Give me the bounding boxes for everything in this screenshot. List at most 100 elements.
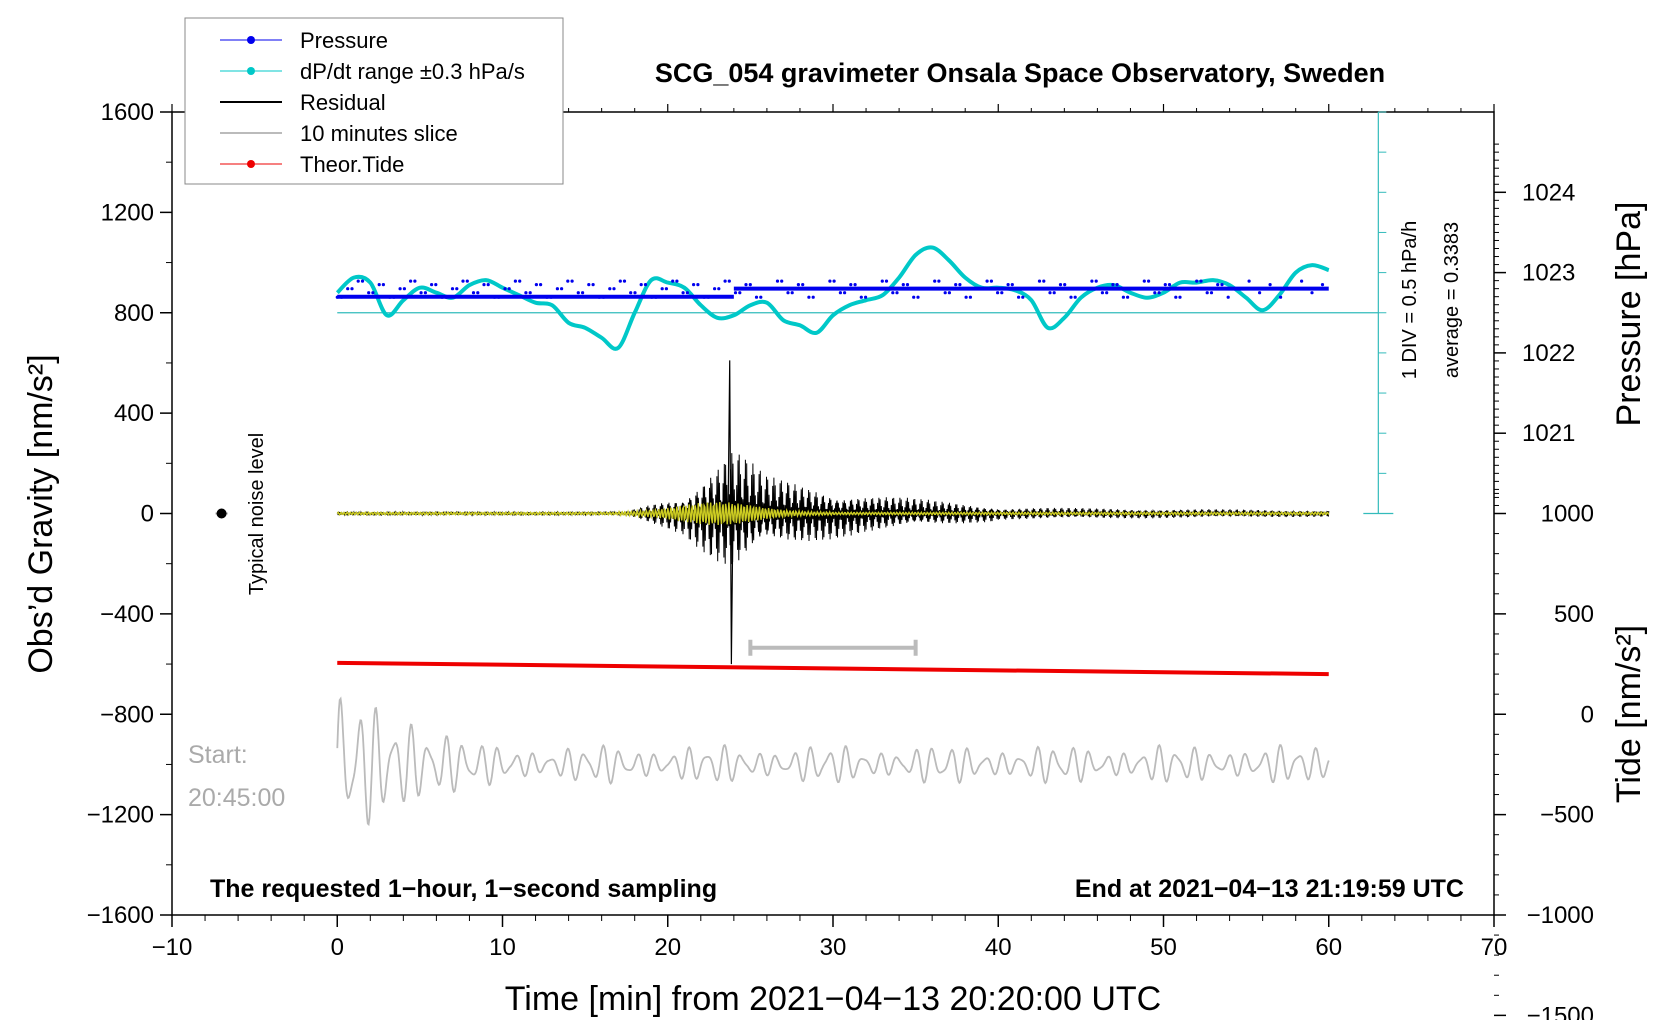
pressure-sample-dot — [1188, 287, 1193, 291]
pressure-sample-dot — [346, 287, 350, 291]
pressure-sample-dot — [555, 287, 560, 291]
pressure-sample-dot — [817, 287, 822, 291]
pressure-sample-dot — [1100, 291, 1104, 295]
pressure-sample-dot — [622, 279, 627, 283]
pressure-sample-dot — [371, 291, 375, 295]
pressure-sample-dot — [633, 291, 637, 295]
pressure-sample-dot — [1000, 291, 1004, 295]
pressure-sample-dot — [895, 291, 899, 295]
pressure-sample-dot — [409, 279, 413, 283]
pressure-sample-dot — [1310, 291, 1314, 295]
slice-series — [336, 696, 1330, 827]
pressure-sample-dot — [423, 291, 427, 295]
pressure-sample-dot — [811, 295, 815, 299]
pressure-sample-dot — [1209, 291, 1214, 295]
pressure-sample-dot — [1090, 279, 1094, 283]
pressure-sample-dot — [476, 291, 480, 295]
pressure-tick-label: 1022 — [1522, 340, 1575, 367]
legend-label-dpdt: dP/dt range ±0.3 hPa/s — [300, 59, 525, 84]
pressure-sample-dot — [828, 279, 832, 283]
y-tick-label: −400 — [100, 601, 154, 628]
legend-label-residual: Residual — [300, 90, 386, 115]
pressure-sample-dot — [759, 295, 763, 299]
pressure-sample-dot — [587, 283, 591, 287]
y-tick-label: −1600 — [87, 902, 154, 929]
pressure-sample-dot — [1205, 291, 1209, 295]
y-tick-label: 0 — [141, 501, 154, 528]
pressure-sample-dot — [1258, 291, 1262, 295]
pressure-sample-dot — [1073, 295, 1077, 299]
pressure-sample-dot — [450, 287, 455, 291]
pressure-sample-dot — [639, 283, 643, 287]
y-tick-label: 1200 — [101, 199, 154, 226]
pressure-sample-dot — [1126, 295, 1130, 299]
pressure-sample-dot — [377, 283, 381, 287]
pressure-sample-dot — [444, 295, 448, 299]
pressure-sample-dot — [838, 291, 843, 295]
pressure-sample-dot — [807, 295, 811, 299]
x-axis-ticks: −10 0 10 20 30 40 50 60 70 — [152, 104, 1507, 961]
pressure-sample-dot — [434, 283, 438, 287]
pressure-sample-dot — [1037, 279, 1042, 283]
pressure-sample-dot — [513, 279, 518, 283]
pressure-sample-dot — [723, 279, 727, 283]
pressure-sample-dot — [664, 287, 669, 291]
pressure-sample-dot — [503, 287, 507, 291]
y-tick-label: 400 — [114, 400, 154, 427]
pressure-sample-dot — [1017, 295, 1021, 299]
pressure-sample-dot — [549, 295, 553, 299]
y-tick-label: 800 — [114, 300, 154, 327]
pressure-sample-dot — [518, 279, 522, 283]
pressure-tick-label: 1021 — [1522, 420, 1575, 447]
legend-label-slice: 10 minutes slice — [300, 121, 458, 146]
start-label: Start: — [188, 741, 248, 769]
pressure-sample-dot — [576, 291, 580, 295]
pressure-sample-dot — [1142, 279, 1146, 283]
pressure-sample-dot — [796, 283, 801, 287]
pressure-sample-dot — [566, 279, 570, 283]
pressure-sample-dot — [738, 291, 742, 295]
pressure-sample-dot — [884, 279, 889, 283]
pressure-sample-dot — [419, 291, 423, 295]
pressure-sample-dot — [570, 279, 574, 283]
pressure-sample-dot — [545, 295, 549, 299]
x-axis-label: Time [min] from 2021−04−13 20:20:00 UTC — [505, 980, 1161, 1018]
pressure-sample-dot — [1027, 287, 1031, 291]
pressure-sample-dot — [392, 295, 396, 299]
pressure-sample-dot — [1289, 287, 1293, 291]
pressure-sample-dot — [727, 279, 731, 283]
div-annotation: 1 DIV = 0.5 hPa/h — [1399, 221, 1421, 379]
pressure-sample-dot — [360, 279, 365, 283]
pressure-sample-dot — [629, 291, 633, 295]
legend-item-residual: Residual — [220, 90, 386, 115]
pressure-sample-dot — [964, 295, 968, 299]
pressure-sample-dot — [1237, 287, 1241, 291]
pressure-sample-dot — [1132, 287, 1136, 291]
pressure-sample-dot — [1226, 295, 1230, 299]
pressure-sample-dot — [1069, 295, 1073, 299]
pressure-sample-dot — [870, 287, 874, 291]
pressure-sample-dot — [560, 287, 564, 291]
pressure-sample-dot — [1084, 287, 1088, 291]
legend-item-dpdt: dP/dt range ±0.3 hPa/s — [220, 59, 525, 84]
pressure-sample-dot — [350, 287, 354, 291]
y-tick-label: −1200 — [87, 802, 154, 829]
pressure-sample-dot — [754, 295, 759, 299]
pressure-sample-dot — [671, 279, 675, 283]
average-annotation: average = 0.3383 — [1441, 222, 1463, 378]
pressure-sample-dot — [922, 287, 926, 291]
x-tick-label: 10 — [489, 934, 516, 961]
pressure-sample-dot — [692, 283, 696, 287]
pressure-sample-dot — [335, 295, 339, 299]
pressure-sample-dot — [775, 279, 780, 283]
pressure-sample-dot — [912, 295, 916, 299]
y-tick-label: −800 — [100, 701, 154, 728]
pressure-sample-dot — [388, 295, 392, 299]
chart-title: SCG_054 gravimeter Onsala Space Observat… — [655, 58, 1385, 88]
pressure-sample-dot — [1031, 287, 1035, 291]
pressure-sample-dot — [713, 287, 717, 291]
pressure-sample-dot — [905, 283, 910, 287]
pressure-sample-dot — [643, 283, 648, 287]
tide-tick-label: −500 — [1540, 802, 1594, 829]
pressure-sample-dot — [1216, 283, 1220, 287]
